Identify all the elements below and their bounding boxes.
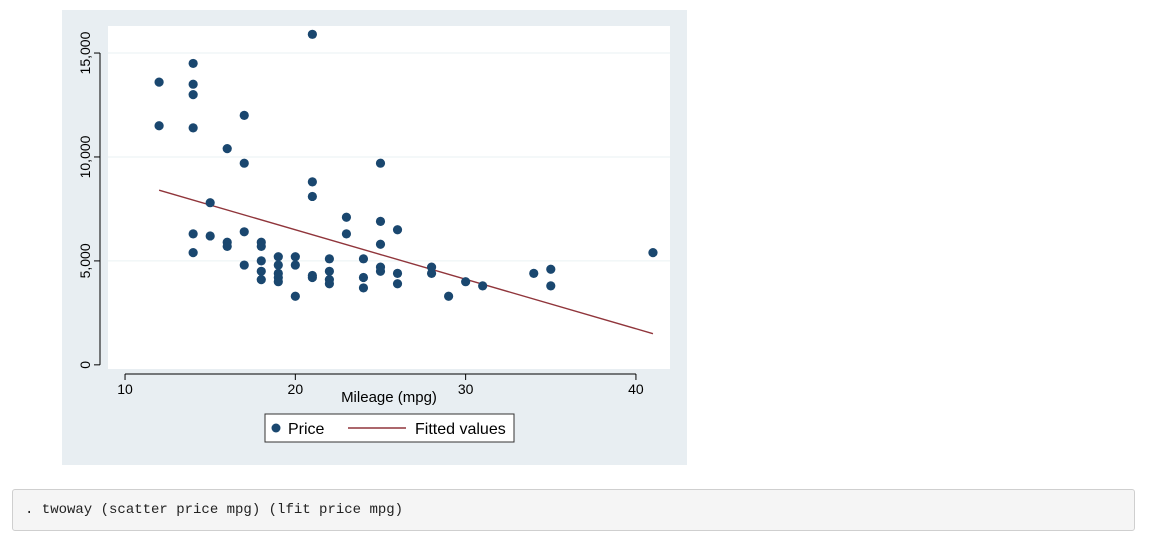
price-point xyxy=(478,281,488,291)
y-tick-label: 0 xyxy=(77,361,93,369)
price-point xyxy=(358,254,369,264)
price-point xyxy=(256,241,266,251)
price-point xyxy=(256,266,266,276)
price-point xyxy=(239,158,249,168)
y-tick-label: 5,000 xyxy=(77,243,93,278)
axes: 0 5,000 10,000 15,000 10 20 30 40 xyxy=(77,31,644,397)
price-point xyxy=(273,252,283,262)
price-point xyxy=(392,268,403,278)
price-point xyxy=(188,79,198,89)
price-point xyxy=(324,254,334,264)
price-point xyxy=(188,90,198,100)
price-point xyxy=(205,198,215,208)
price-point xyxy=(290,291,300,301)
scatter-chart: 0 5,000 10,000 15,000 10 20 30 40 Mileage (mpg)… xyxy=(77,26,670,443)
price-point xyxy=(307,177,317,187)
command-text: . twoway (scatter price mpg) (lfit price… xyxy=(25,502,404,518)
price-point xyxy=(307,191,317,202)
price-point xyxy=(256,256,266,266)
price-point xyxy=(239,260,249,270)
price-point xyxy=(461,277,471,287)
price-point xyxy=(341,229,352,239)
price-point xyxy=(239,110,249,120)
command-code-block: . twoway (scatter price mpg) (lfit price… xyxy=(12,489,1135,531)
price-point xyxy=(273,277,283,287)
price-point xyxy=(375,216,386,227)
price-point xyxy=(239,227,249,237)
price-point xyxy=(444,291,454,301)
price-point xyxy=(529,268,539,278)
price-point xyxy=(358,283,369,293)
price-point xyxy=(648,247,658,258)
price-point xyxy=(222,241,232,251)
price-point xyxy=(307,29,317,39)
price-point xyxy=(546,281,556,291)
price-point xyxy=(256,275,266,285)
x-tick-label: 10 xyxy=(117,381,133,397)
price-point xyxy=(222,144,232,154)
price-point xyxy=(188,247,198,258)
plot-area xyxy=(108,26,670,369)
legend-price-marker xyxy=(271,423,281,433)
price-point xyxy=(375,266,386,276)
price-point xyxy=(154,77,164,87)
price-point xyxy=(154,121,164,131)
price-point xyxy=(273,260,283,270)
fitted-values-line xyxy=(158,189,654,335)
price-point xyxy=(341,212,352,222)
price-point xyxy=(426,268,437,278)
scatter-chart-figure: 0 5,000 10,000 15,000 10 20 30 40 Mileage (mpg)… xyxy=(62,10,687,465)
x-tick-label: 30 xyxy=(458,381,474,397)
scatter-points xyxy=(154,29,658,301)
price-point xyxy=(375,239,386,249)
price-point xyxy=(188,123,198,133)
price-point xyxy=(324,279,334,289)
grid-lines xyxy=(108,52,670,262)
price-point xyxy=(375,158,386,168)
legend-price-label: Price xyxy=(288,421,325,438)
legend: Price Fitted values xyxy=(264,413,515,443)
fitted-line-layer xyxy=(158,189,654,335)
y-tick-label: 15,000 xyxy=(77,31,93,74)
price-point xyxy=(392,225,403,235)
price-point xyxy=(358,272,369,283)
price-point xyxy=(290,260,300,270)
x-tick-label: 20 xyxy=(288,381,304,397)
price-point xyxy=(324,266,334,276)
price-point xyxy=(205,231,215,241)
price-point xyxy=(392,279,403,289)
price-point xyxy=(188,229,198,239)
x-tick-label: 40 xyxy=(628,381,644,397)
legend-fitted-label: Fitted values xyxy=(415,421,506,438)
price-point xyxy=(188,58,198,69)
y-tick-label: 10,000 xyxy=(77,135,93,178)
price-point xyxy=(307,272,317,283)
price-point xyxy=(546,264,556,274)
x-axis-title: Mileage (mpg) xyxy=(341,389,437,406)
price-point xyxy=(290,252,300,262)
